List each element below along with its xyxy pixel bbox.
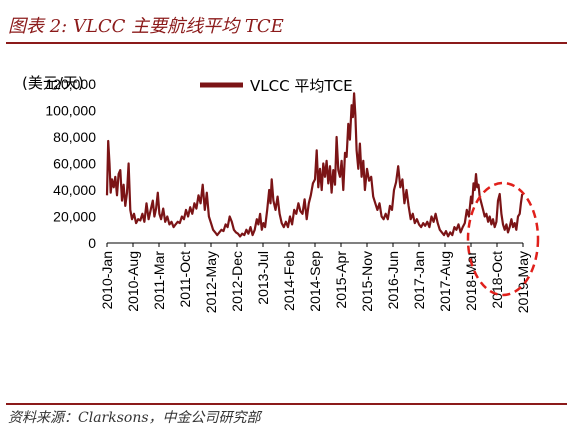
plot-area: [105, 92, 524, 238]
x-tick-label: 2014-Feb: [281, 251, 297, 311]
y-tick-label: 0: [88, 235, 96, 251]
x-tick-label: 2018-Mar: [463, 251, 479, 311]
x-tick-label: 2011-Mar: [151, 251, 167, 310]
x-tick-label: 2010-Jan: [99, 251, 115, 309]
source-note: 资料来源：Clarksons，中金公司研究部: [8, 410, 261, 426]
legend-label: VLCC 平均TCE: [250, 77, 353, 95]
series-line: [105, 92, 524, 238]
x-tick-label: 2017-Aug: [437, 251, 453, 312]
x-tick-label: 2017-Jan: [411, 251, 427, 309]
y-axis: 120,000 100,000 80,000 60,000 40,000 20,000 0: [45, 76, 96, 251]
x-tick-label: 2016-Jun: [385, 251, 401, 309]
y-tick-label: 60,000: [53, 156, 96, 172]
chart-canvas: 120,000100,00080,00060,00040,00020,0000 …: [22, 74, 540, 313]
chart-header: 图表 2: VLCC 主要航线平均 TCE: [0, 0, 573, 44]
y-tick-label: 40,000: [53, 182, 96, 198]
title-divider: [6, 42, 567, 44]
chart-title: 图表 2: VLCC 主要航线平均 TCE: [8, 16, 284, 37]
y-unit-label: (美元/天): [22, 74, 84, 92]
x-tick-label: 2010-Aug: [125, 251, 141, 312]
highlight-ellipse: [466, 181, 540, 297]
x-tick-label: 2015-Nov: [359, 251, 375, 312]
footer-divider: [6, 403, 567, 405]
y-tick-label: 120,000: [45, 76, 96, 92]
y-tick-label: 100,000: [45, 103, 96, 119]
x-tick-label: 2019-May: [515, 251, 531, 313]
x-tick-label: 2012-Dec: [229, 251, 245, 312]
x-tick-label: 2013-Jul: [255, 251, 271, 305]
x-tick-label: 2011-Oct: [177, 251, 193, 308]
y-tick-label: 80,000: [53, 129, 96, 145]
x-tick-label: 2018-Oct: [489, 251, 505, 309]
x-tick-label: 2015-Apr: [333, 251, 349, 309]
y-tick-label: 20,000: [53, 209, 96, 225]
x-tick-label: 2014-Sep: [307, 251, 323, 312]
x-tick-label: 2012-May: [203, 251, 219, 313]
x-axis: 2010-Jan 2010-Aug 2011-Mar 2011-Oct 2012-May…: [99, 242, 531, 313]
legend: VLCC 平均TCE: [200, 77, 353, 95]
